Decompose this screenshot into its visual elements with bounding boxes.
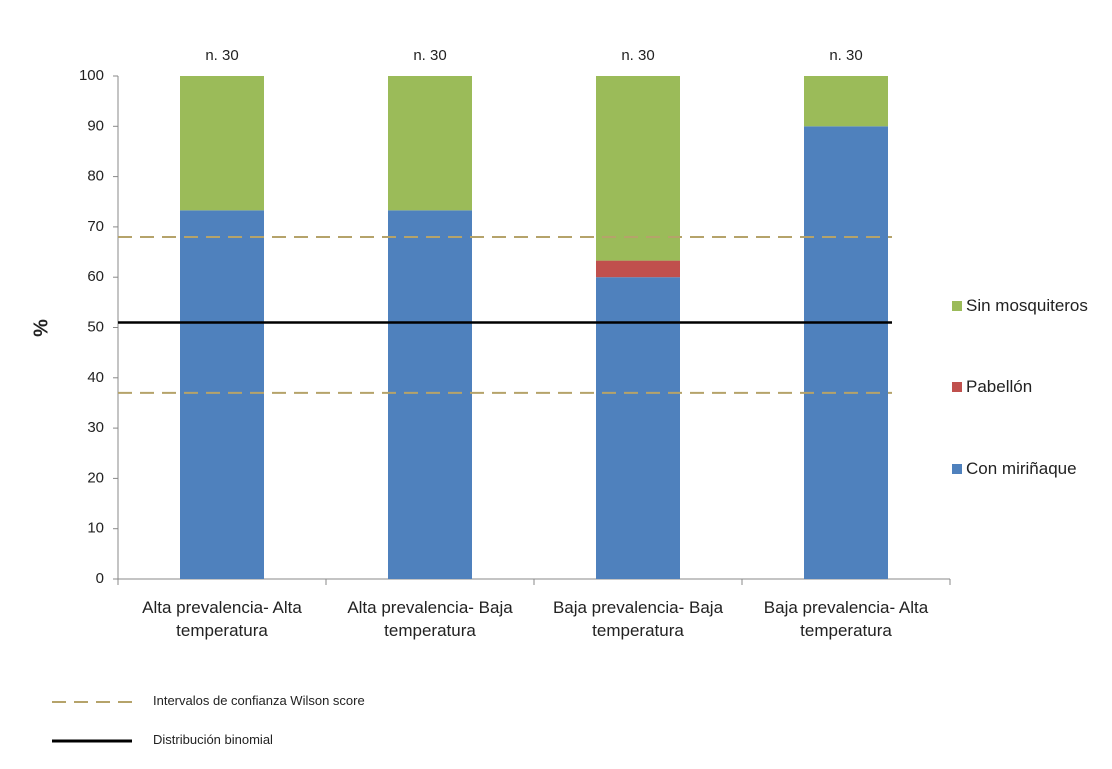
legend-label: Pabellón [966,377,1033,396]
legend-swatch [952,464,962,474]
bar-segment [180,210,264,579]
legend-label: Intervalos de confianza Wilson score [153,693,365,708]
y-tick-label: 60 [87,268,104,285]
bar-segment [596,260,680,278]
x-tick-label: Baja prevalencia- Alta temperatura [763,598,929,640]
bar-segment [596,277,680,579]
x-tick-label: Baja prevalencia- Baja temperatura [552,598,724,640]
legend-swatch [952,301,962,311]
bar-segment [180,76,264,211]
y-tick-label: 100 [79,67,104,84]
bar-segment [388,210,472,579]
y-axis-label: % [30,319,52,337]
bar-annotation: n. 30 [413,47,446,64]
legend-item: Pabellón [952,373,1092,400]
y-tick-label: 80 [87,168,104,185]
y-tick-label: 50 [87,318,104,335]
bar-annotation: n. 30 [205,47,238,64]
legend-label: Sin mosquiteros [966,296,1088,315]
y-tick-label: 0 [96,570,104,587]
bar-annotation: n. 30 [829,47,862,64]
x-tick-label: Alta prevalencia- Alta temperatura [142,598,302,640]
legend-label: Con miriñaque [966,459,1077,478]
bar-segment [596,76,680,261]
bar-segment [804,76,888,127]
y-tick-label: 20 [87,469,104,486]
y-tick-label: 70 [87,218,104,235]
x-tick-label: Alta prevalencia- Baja temperatura [347,598,513,640]
bar-segment [388,76,472,211]
legend-item: Sin mosquiteros [952,292,1092,319]
legend-item: Con miriñaque [952,455,1092,482]
bar-segment [804,126,888,580]
bar-annotation: n. 30 [621,47,654,64]
legend-swatch [952,382,962,392]
y-tick-label: 10 [87,520,104,537]
legend-label: Distribución binomial [153,732,273,747]
y-tick-label: 90 [87,117,104,134]
y-tick-label: 40 [87,369,104,386]
y-tick-label: 30 [87,419,104,436]
